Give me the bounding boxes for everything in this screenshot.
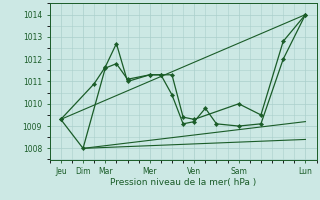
X-axis label: Pression niveau de la mer( hPa ): Pression niveau de la mer( hPa ) bbox=[110, 178, 256, 187]
